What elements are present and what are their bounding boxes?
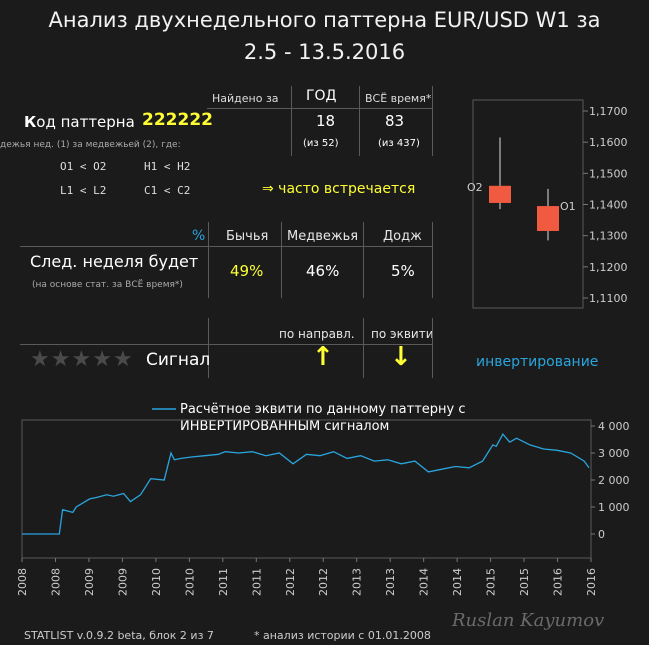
candle-label-o2: O2	[467, 181, 483, 194]
star-icon: ★	[30, 347, 51, 372]
pattern-description: дежья нед. (1) за медвежьей (2), где:	[0, 140, 181, 150]
equity-y-tick: 4 000	[598, 420, 630, 433]
col-bearish: Медвежья	[287, 229, 359, 244]
star-icon: ★	[50, 347, 72, 372]
equity-x-tick: 2014	[451, 568, 464, 596]
legend-text-line2: ИНВЕРТИРОВАННЫМ сигналом	[180, 419, 389, 434]
condition-c: C1 < C2	[144, 184, 191, 197]
equity-y-tick: 0	[598, 528, 605, 541]
equity-y-tick: 2 000	[598, 474, 630, 487]
signal-label: Сигнал	[146, 350, 211, 370]
equity-x-tick: 2016	[585, 568, 598, 596]
up-arrow-icon: ↑	[312, 342, 334, 372]
year-total: (из 52)	[303, 138, 339, 149]
page-title-line1: Анализ двухнедельного паттерна EUR/USD W…	[48, 8, 601, 32]
equity-chart: Расчётное эквити по данному паттерну с И…	[16, 402, 630, 596]
equity-x-tick: 2012	[284, 568, 297, 596]
equity-x-tick: 2012	[317, 568, 330, 596]
candle-chart: 1,1700 1,1600 1,1500 1,1400 1,1300 1,1200 1,11…	[467, 99, 628, 309]
page-title-line2: 2.5 - 13.5.2016	[243, 40, 406, 64]
candle-label-o1: O1	[560, 200, 576, 213]
star-icon: ★	[71, 347, 93, 372]
inversion-label: инвертирование	[476, 354, 599, 370]
pattern-code: 222222	[142, 110, 213, 130]
equity-x-tick: 2013	[351, 568, 364, 596]
star-icon: ★	[92, 347, 113, 372]
pattern-label: Код паттерна	[24, 113, 135, 131]
condition-o: O1 < O2	[60, 160, 107, 173]
equity-x-tick: 2013	[384, 568, 397, 596]
equity-x-tick: 2010	[183, 568, 196, 596]
equity-x-tick: 2009	[83, 568, 96, 596]
candle-y-tick: 1,1700	[589, 105, 628, 118]
condition-l: L1 < L2	[60, 184, 107, 197]
candle-y-tick: 1,1600	[589, 136, 628, 149]
equity-x-tick: 2016	[552, 568, 565, 596]
legend-text-line1: Расчётное эквити по данному паттерну с	[180, 402, 466, 417]
bull-probability: 49%	[230, 262, 264, 280]
candle-body	[537, 206, 559, 231]
forecast-label: След. неделя будет	[30, 252, 199, 271]
equity-x-tick: 2008	[16, 568, 29, 596]
col-all: ВСЁ время*	[365, 92, 432, 105]
equity-series-line	[22, 432, 590, 535]
col-doji: Додж	[383, 229, 422, 244]
equity-x-tick: 2008	[49, 568, 62, 596]
candle-y-tick: 1,1400	[589, 199, 628, 212]
col-by-direction: по направл.	[279, 327, 355, 341]
frequency-note: ⇒ часто встречается	[262, 181, 416, 197]
condition-h: H1 < H2	[144, 160, 191, 173]
percent-sign: %	[192, 228, 206, 244]
signal-stars: ★★★★★	[30, 347, 134, 372]
candle-y-tick: 1,1300	[589, 230, 628, 243]
forecast-note: (на основе стат. за ВСЁ время*)	[32, 280, 183, 290]
all-total: (из 437)	[378, 138, 420, 149]
equity-x-tick: 2010	[150, 568, 163, 596]
doji-probability: 5%	[391, 262, 415, 280]
equity-x-tick: 2015	[485, 568, 498, 596]
equity-y-tick: 3 000	[598, 447, 630, 460]
equity-y-tick: 1 000	[598, 501, 630, 514]
year-count: 18	[316, 112, 336, 130]
star-icon: ★	[112, 347, 134, 372]
equity-x-tick: 2011	[250, 568, 263, 596]
bear-probability: 46%	[306, 262, 340, 280]
watermark-signature: Ruslan Kayumov	[452, 610, 605, 631]
candle-y-tick: 1,1200	[589, 261, 628, 274]
footer-history: * анализ истории с 01.01.2008	[254, 629, 431, 642]
found-label: Найдено за	[212, 92, 279, 105]
col-by-equity: по эквити	[371, 327, 434, 341]
all-count: 83	[385, 112, 405, 130]
equity-x-tick: 2009	[116, 568, 129, 596]
col-bullish: Бычья	[226, 229, 269, 244]
equity-x-tick: 2014	[418, 568, 431, 596]
candle-body	[489, 185, 511, 203]
down-arrow-icon: ↓	[390, 342, 412, 372]
equity-x-tick: 2011	[217, 568, 230, 596]
candle-y-tick: 1,1500	[589, 167, 628, 180]
col-year: ГОД	[306, 88, 337, 104]
footer-version: STATLIST v.0.9.2 beta, блок 2 из 7	[24, 629, 214, 642]
candle-y-tick: 1,1100	[589, 292, 628, 305]
equity-x-tick: 2015	[518, 568, 531, 596]
